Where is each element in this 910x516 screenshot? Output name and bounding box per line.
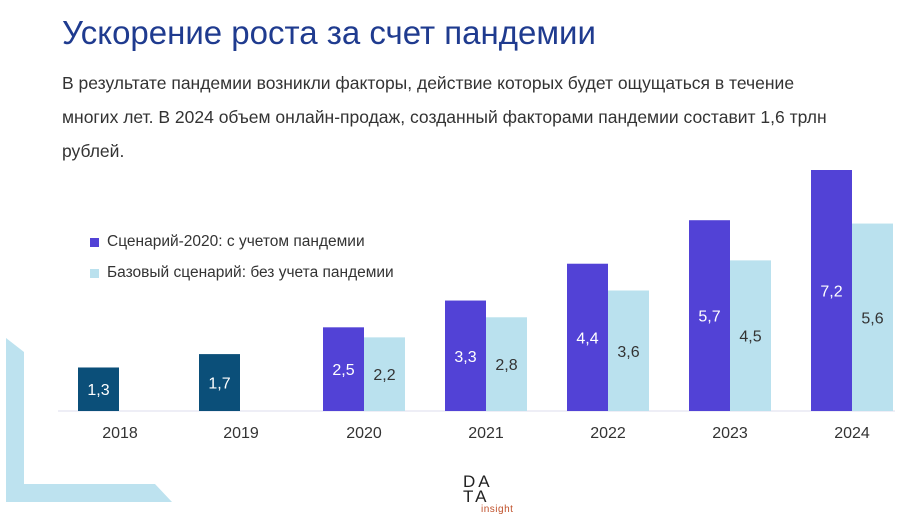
- bar-historical: [78, 367, 119, 411]
- subtitle: В результате пандемии возникли факторы, …: [62, 73, 827, 161]
- page-title: Ускорение роста за счет пандемии: [62, 14, 596, 51]
- data-label: 5,6: [861, 310, 883, 327]
- data-label: 2,2: [373, 367, 395, 384]
- legend-item-base: Базовый сценарий: без учета пандемии: [90, 264, 394, 282]
- bar-base-scenario: [730, 260, 771, 411]
- bar-scenario-2020: [811, 170, 852, 411]
- legend-label: Базовый сценарий: без учета пандемии: [107, 264, 394, 281]
- data-label: 4,5: [739, 329, 761, 346]
- data-label: 1,7: [208, 376, 230, 393]
- bar-base-scenario: [364, 337, 405, 411]
- bar-base-scenario: [608, 290, 649, 411]
- legend-label: Сценарий-2020: с учетом пандемии: [107, 233, 365, 250]
- data-label: 1,3: [87, 382, 109, 399]
- data-label: 2,8: [495, 357, 517, 374]
- data-label: 5,7: [698, 309, 720, 326]
- x-tick-label: 2019: [223, 425, 259, 442]
- x-tick-label: 2024: [834, 425, 870, 442]
- bar-scenario-2020: [323, 327, 364, 411]
- x-tick-label: 2021: [468, 425, 504, 442]
- bar-scenario-2020: [567, 263, 608, 411]
- bar-scenario-2020: [445, 300, 486, 411]
- data-label: 4,4: [576, 330, 598, 347]
- bar-base-scenario: [852, 223, 893, 411]
- x-tick-label: 2023: [712, 425, 748, 442]
- x-tick-label: 2018: [102, 425, 138, 442]
- bar-base-scenario: [486, 317, 527, 411]
- bar-historical: [199, 354, 240, 411]
- data-insight-logo: DA TA insight: [463, 472, 514, 515]
- legend-item-scenario-2020: Сценарий-2020: с учетом пандемии: [90, 233, 365, 251]
- data-label: 3,6: [617, 344, 639, 361]
- data-label: 7,2: [820, 284, 842, 301]
- data-label: 2,5: [332, 362, 354, 379]
- legend-swatch: [90, 237, 99, 247]
- legend-swatch: [90, 268, 99, 278]
- decorative-corner: [6, 338, 172, 502]
- x-tick-label: 2022: [590, 425, 626, 442]
- bar-scenario-2020: [689, 220, 730, 411]
- x-tick-label: 2020: [346, 425, 382, 442]
- data-label: 3,3: [454, 349, 476, 366]
